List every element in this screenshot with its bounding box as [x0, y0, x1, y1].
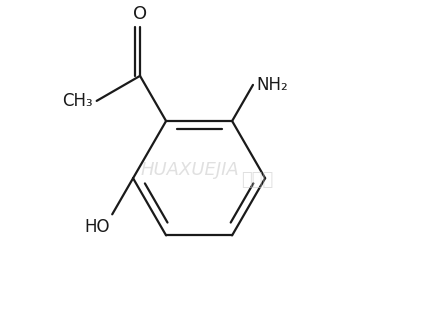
Text: O: O	[133, 5, 147, 23]
Text: HUAXUEJIA: HUAXUEJIA	[140, 161, 239, 180]
Text: HO: HO	[84, 219, 109, 236]
Text: CH₃: CH₃	[62, 92, 92, 110]
Text: NH₂: NH₂	[256, 76, 288, 94]
Text: 化学加: 化学加	[241, 171, 273, 188]
